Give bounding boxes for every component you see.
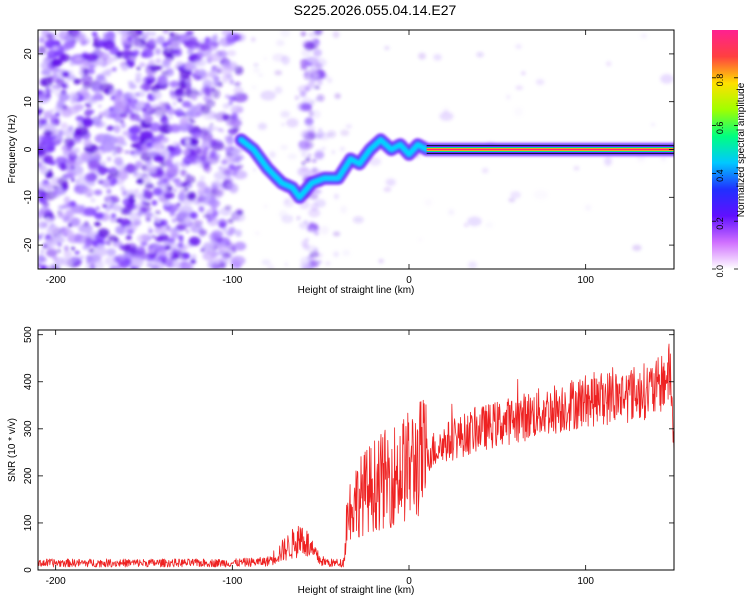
snr-y-tick-label: 300 [23, 420, 34, 437]
colorbar: 0.0 0.2 0.4 0.6 0.8 Normalized spectral ampl… [712, 30, 747, 278]
snr-y-tick-label: 200 [23, 467, 34, 484]
snr-panel: -200 -100 0 100 0 100 200 300 400 500 Height of … [7, 326, 675, 596]
snr-frame [37, 329, 675, 571]
snr-y-tick-label: 500 [23, 326, 34, 343]
snr-x-tick-label: 100 [577, 576, 594, 587]
spectrogram-y-ticks: -20 -10 0 10 20 [23, 48, 674, 252]
snr-x-ticks: -200 -100 0 100 [46, 330, 594, 587]
spectrogram-x-tick-label: 0 [406, 275, 412, 286]
snr-y-ticks: 0 100 200 300 400 500 [23, 326, 674, 573]
snr-x-tick-label: -100 [222, 576, 242, 587]
spectrogram-tone-track [234, 133, 674, 204]
spectrogram-y-tick-label: 20 [23, 48, 34, 60]
spectrogram-y-tick-label: 10 [23, 96, 34, 108]
colorbar-scale [712, 30, 738, 269]
spectrogram-noise-layer [38, 30, 674, 269]
colorbar-tick-label: 0.8 [715, 74, 725, 87]
snr-x-tick-label: 0 [406, 576, 412, 587]
colorbar-tick-label: 0.2 [715, 217, 725, 230]
colorbar-tick-label: 0.4 [715, 169, 725, 182]
spectrogram-x-ticks: -200 -100 0 100 [46, 30, 594, 286]
spectrogram-x-tick-label: 100 [577, 275, 594, 286]
spectrogram-x-axis-label: Height of straight line (km) [298, 285, 415, 296]
colorbar-ticks: 0.0 0.2 0.4 0.6 0.8 [712, 74, 738, 278]
snr-y-axis-label: SNR (10 * v/v) [7, 418, 18, 482]
snr-y-tick-label: 400 [23, 373, 34, 390]
spectrogram-y-tick-label: 0 [23, 146, 34, 152]
colorbar-tick-label: 0.6 [715, 122, 725, 135]
snr-x-axis-label: Height of straight line (km) [298, 585, 415, 596]
snr-y-tick-label: 0 [23, 567, 34, 573]
snr-series-line [38, 343, 674, 568]
snr-y-tick-label: 100 [23, 514, 34, 531]
snr-x-tick-label: -200 [46, 576, 66, 587]
spectrogram-x-tick-label: -200 [46, 275, 66, 286]
figure-title: S225.2026.055.04.14.E27 [293, 2, 457, 18]
colorbar-label: Normalized spectral amplitude [736, 82, 747, 217]
spectrogram-y-tick-label: -10 [23, 190, 34, 205]
spectrogram-y-axis-label: Frequency (Hz) [7, 115, 18, 184]
spectrogram-y-tick-label: -20 [23, 237, 34, 252]
colorbar-tick-label: 0.0 [715, 265, 725, 278]
spectrogram-x-tick-label: -100 [222, 275, 242, 286]
